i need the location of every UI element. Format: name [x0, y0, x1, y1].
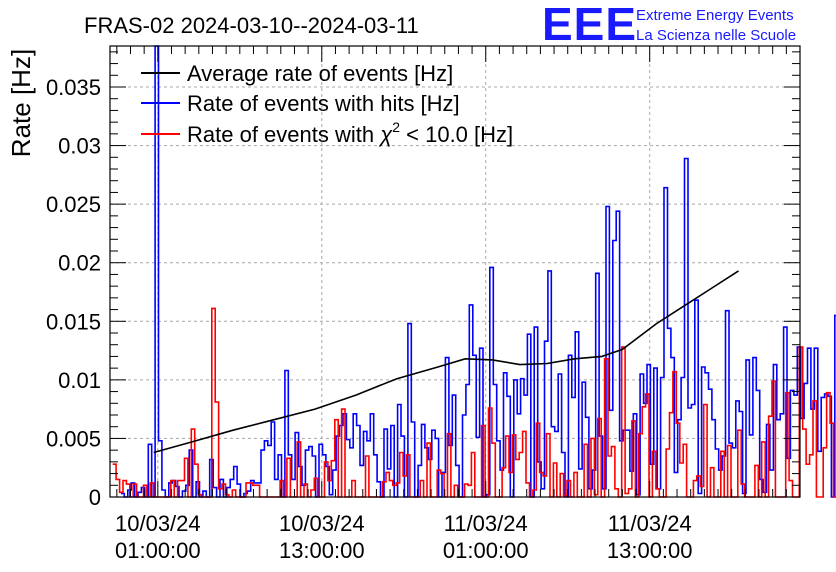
- x-tick-label-time: 13:00:00: [279, 538, 365, 563]
- legend-label-suffix: < 10.0 [Hz]: [400, 122, 513, 147]
- legend-label: Rate of events with χ2 < 10.0 [Hz]: [187, 119, 513, 147]
- x-tick-label-time: 01:00:00: [443, 538, 529, 563]
- x-tick-label-time: 01:00:00: [115, 538, 201, 563]
- y-tick-label: 0: [89, 485, 101, 510]
- legend-label: Rate of events with hits [Hz]: [187, 91, 460, 116]
- legend-label-prefix: Rate of events with: [187, 122, 380, 147]
- y-tick-label: 0.015: [46, 309, 101, 334]
- legend-label: Average rate of events [Hz]: [187, 61, 453, 86]
- y-axis-title: Rate [Hz]: [6, 49, 36, 157]
- y-tick-label: 0.005: [46, 426, 101, 451]
- eee-logo-line2: La Scienza nelle Scuole: [636, 27, 796, 44]
- legend-label-superscript: 2: [392, 119, 400, 135]
- x-tick-label-date: 10/03/24: [279, 511, 365, 536]
- legend: Average rate of events [Hz] Rate of event…: [141, 61, 513, 147]
- x-tick-label-date: 11/03/24: [444, 511, 528, 536]
- legend-label-chi: χ: [378, 122, 393, 147]
- chart-title: FRAS-02 2024-03-10--2024-03-11: [84, 13, 419, 38]
- rate-chart: FRAS-02 2024-03-10--2024-03-11 EEE Extre…: [0, 0, 836, 572]
- y-tick-label: 0.035: [46, 75, 101, 100]
- y-tick-label: 0.03: [58, 134, 101, 159]
- x-tick-label-date: 10/03/24: [115, 511, 201, 536]
- x-tick-label-date: 11/03/24: [608, 511, 692, 536]
- eee-logo-text: EEE: [542, 0, 637, 50]
- series-chi2-line: [113, 305, 836, 497]
- eee-logo-line1: Extreme Energy Events: [636, 7, 794, 24]
- eee-logo: EEE Extreme Energy Events La Scienza nel…: [542, 0, 796, 50]
- y-tick-label: 0.01: [58, 368, 101, 393]
- y-tick-label: 0.02: [58, 251, 101, 276]
- x-tick-label-time: 13:00:00: [607, 538, 693, 563]
- y-tick-label: 0.025: [46, 192, 101, 217]
